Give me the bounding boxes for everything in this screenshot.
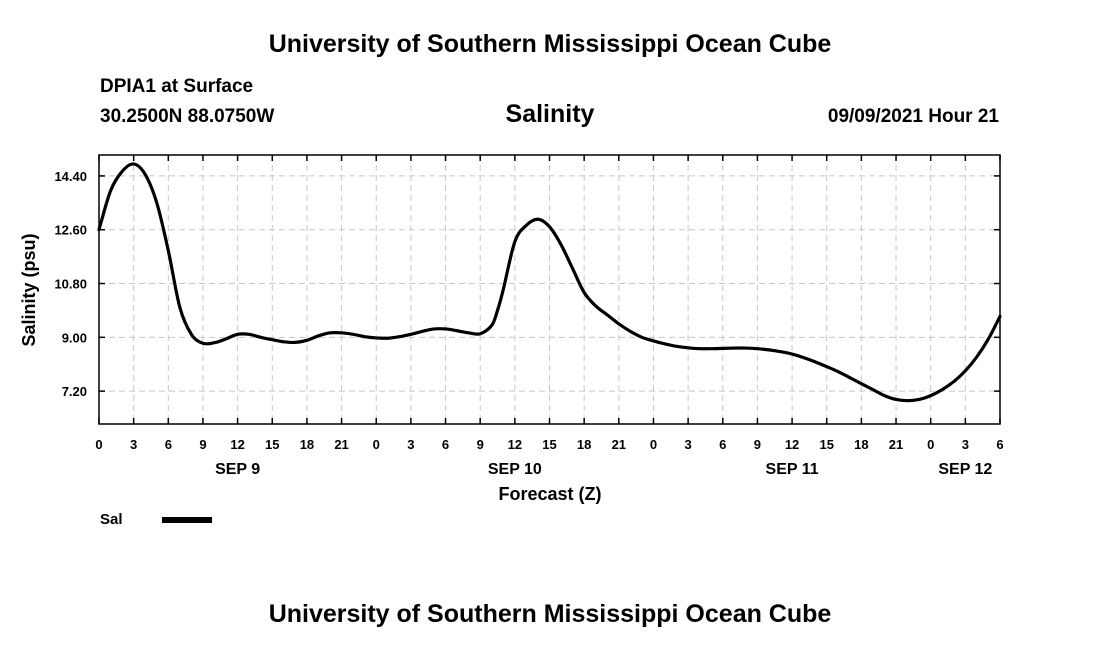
x-tick-label: 3: [962, 437, 969, 452]
day-labels: SEP 9 SEP 10 SEP 11 SEP 12: [215, 461, 992, 478]
x-tick-label: 9: [199, 437, 206, 452]
x-tick-label: 12: [230, 437, 244, 452]
top-title: University of Southern Mississippi Ocean…: [268, 30, 832, 58]
y-tick-labels: 7.20 9.00 10.80 12.60 14.40: [54, 169, 87, 399]
x-tick-label: 6: [442, 437, 449, 452]
x-tick-label: 9: [754, 437, 761, 452]
x-tick-label: 6: [165, 437, 172, 452]
x-tick-label: 6: [996, 437, 1003, 452]
x-tick-label: 15: [542, 437, 556, 452]
x-tick-label: 18: [577, 437, 591, 452]
x-tick-label: 0: [927, 437, 934, 452]
x-tick-label: 0: [650, 437, 657, 452]
x-tick-label: 9: [477, 437, 484, 452]
day-label: SEP 11: [766, 461, 819, 478]
x-tick-labels: 0 3 6 9 12 15 18 21 0 3 6 9 12 15 18 21 0 3 6 9 12 15 18 21 0 3 6: [95, 437, 1003, 452]
y-tick-label: 10.80: [54, 277, 87, 292]
x-tick-label: 0: [373, 437, 380, 452]
datetime-label: 09/09/2021 Hour 21: [827, 106, 999, 127]
x-tick-label: 15: [819, 437, 833, 452]
x-tick-label: 12: [508, 437, 522, 452]
y-tick-label: 12.60: [54, 223, 87, 238]
y-tick-label: 9.00: [62, 330, 87, 345]
variable-title: Salinity: [505, 100, 595, 128]
x-tick-label: 18: [300, 437, 314, 452]
x-tick-label: 0: [95, 437, 102, 452]
day-label: SEP 12: [938, 461, 992, 478]
station-label: DPIA1 at Surface: [100, 76, 254, 97]
x-tick-label: 15: [265, 437, 279, 452]
y-tick-label: 7.20: [62, 384, 87, 399]
x-tick-label: 6: [719, 437, 726, 452]
series-line-sal: [97, 162, 1002, 403]
x-tick-label: 12: [785, 437, 799, 452]
x-tick-label: 3: [130, 437, 137, 452]
x-tick-label: 3: [407, 437, 414, 452]
grid-lines: [99, 155, 1000, 424]
x-tick-label: 21: [889, 437, 903, 452]
day-label: SEP 10: [488, 461, 542, 478]
day-label: SEP 9: [215, 461, 260, 478]
x-tick-label: 3: [684, 437, 691, 452]
x-axis-label: Forecast (Z): [498, 484, 601, 504]
x-tick-label: 18: [854, 437, 868, 452]
y-axis-label: Salinity (psu): [19, 233, 39, 346]
plot-frame: [98, 154, 1001, 425]
x-tick-label: 21: [612, 437, 626, 452]
bottom-title: University of Southern Mississippi Ocean…: [268, 600, 832, 628]
x-tick-label: 21: [334, 437, 348, 452]
y-tick-label: 14.40: [54, 169, 87, 184]
legend-label: Sal: [100, 511, 123, 528]
coordinates-label: 30.2500N 88.0750W: [100, 106, 275, 127]
